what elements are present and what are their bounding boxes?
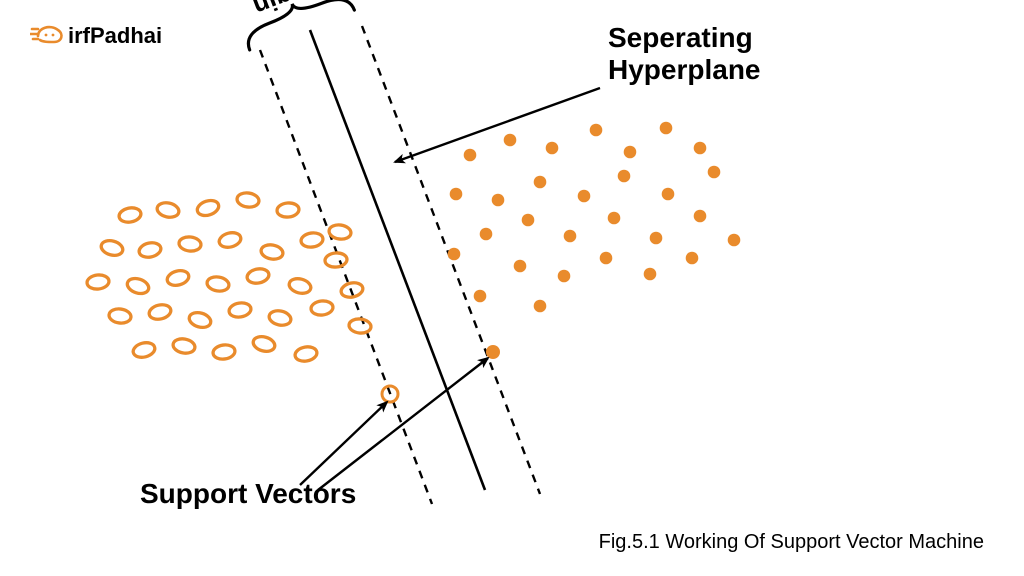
hyperplane-label-line1: Seperating xyxy=(608,22,761,54)
hyperplane-label: Seperating Hyperplane xyxy=(608,22,761,86)
figure-caption: Fig.5.1 Working Of Support Vector Machin… xyxy=(599,531,984,554)
hyperplane-label-line2: Hyperplane xyxy=(608,54,761,86)
diagram-canvas: irfPadhai Margin Seperating Hyperplane S… xyxy=(0,0,1024,576)
support-vectors-label: Support Vectors xyxy=(140,478,356,510)
